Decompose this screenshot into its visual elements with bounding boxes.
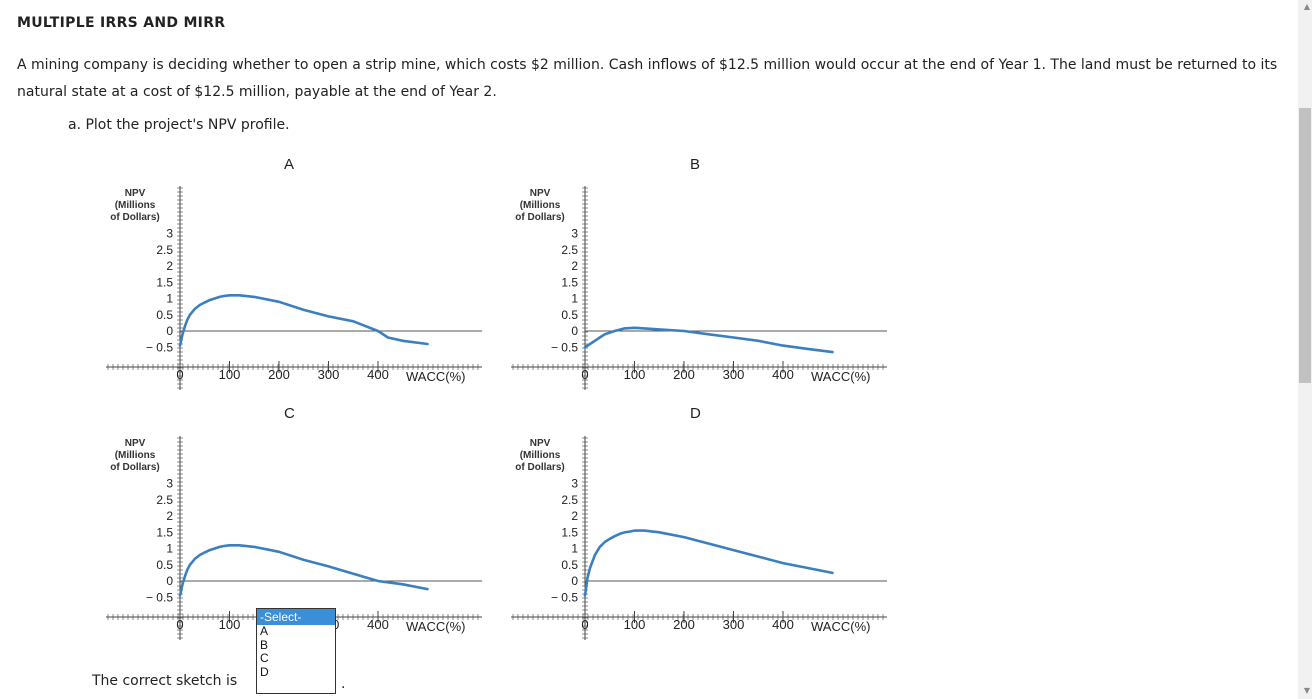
y-tick-label: − 0.5 [551, 590, 578, 604]
npv-curve [178, 294, 429, 347]
npv-chart-d[interactable]: NPV (Millions of Dollars)32.521.510.50− 0.… [505, 430, 905, 645]
part-a-prompt: a. Plot the project's NPV profile. [68, 117, 290, 133]
x-tick-label: 0 [176, 367, 183, 382]
x-tick-label: 400 [772, 367, 794, 382]
y-tick-label: 2.5 [156, 243, 173, 257]
y-tick-label: 1 [571, 542, 578, 556]
y-tick-label: 1.5 [561, 525, 578, 539]
y-tick-label: 1.5 [156, 525, 173, 539]
y-tick-label: 1.5 [156, 275, 173, 289]
y-tick-label: 0.5 [561, 308, 578, 322]
dropdown-option-b[interactable]: B [260, 637, 269, 652]
x-tick-label: 100 [624, 367, 646, 382]
y-tick-label: 0 [571, 324, 578, 338]
page-scrollbar[interactable]: ▲ ▼ [1298, 0, 1312, 699]
y-axis-label: NPV (Millions of Dollars) [110, 188, 159, 223]
y-tick-label: 1 [166, 292, 173, 306]
y-axis-label: NPV (Millions of Dollars) [110, 438, 159, 473]
x-tick-label: 400 [367, 367, 389, 382]
y-tick-label: 3 [571, 227, 578, 241]
x-tick-label: 400 [367, 617, 389, 632]
y-tick-label: 2 [571, 259, 578, 273]
x-tick-label: 100 [219, 617, 241, 632]
y-tick-label: 1 [166, 542, 173, 556]
y-tick-label: − 0.5 [551, 340, 578, 354]
panel-label-b: B [690, 156, 701, 173]
y-tick-label: 2 [571, 509, 578, 523]
x-tick-label: 200 [673, 367, 695, 382]
y-tick-label: 0 [571, 574, 578, 588]
sketch-select-dropdown[interactable]: -Select- A B C D [256, 608, 336, 694]
npv-curve [178, 544, 429, 597]
y-tick-label: 2.5 [561, 243, 578, 257]
x-tick-label: 300 [318, 367, 340, 382]
y-axis-label: NPV (Millions of Dollars) [515, 438, 564, 473]
y-tick-label: 0.5 [561, 558, 578, 572]
dropdown-option-a[interactable]: A [260, 624, 269, 638]
x-tick-label: 400 [772, 617, 794, 632]
y-tick-label: 3 [166, 477, 173, 491]
scroll-down-arrow-icon[interactable]: ▼ [1303, 686, 1310, 695]
x-tick-label: 100 [624, 617, 646, 632]
y-tick-label: 2.5 [156, 493, 173, 507]
npv-chart-b[interactable]: NPV (Millions of Dollars)32.521.510.50− 0.… [505, 180, 905, 395]
y-tick-label: 0.5 [156, 308, 173, 322]
x-tick-label: 300 [723, 367, 745, 382]
y-axis-label: NPV (Millions of Dollars) [515, 188, 564, 223]
y-tick-label: − 0.5 [146, 590, 173, 604]
answer-period: . [341, 676, 346, 692]
x-axis-label: WACC(%) [811, 619, 870, 634]
y-tick-label: 1.5 [561, 275, 578, 289]
y-tick-label: − 0.5 [146, 340, 173, 354]
scroll-up-arrow-icon[interactable]: ▲ [1303, 2, 1310, 11]
scrollbar-thumb[interactable] [1299, 108, 1311, 383]
dropdown-option-c[interactable]: C [260, 651, 269, 665]
x-tick-label: 300 [723, 617, 745, 632]
x-axis-label: WACC(%) [811, 369, 870, 384]
y-tick-label: 0.5 [156, 558, 173, 572]
x-axis-label: WACC(%) [406, 369, 465, 384]
panel-label-d: D [690, 405, 701, 422]
answer-prompt: The correct sketch is [92, 673, 238, 689]
x-tick-label: 100 [219, 367, 241, 382]
y-tick-label: 2 [166, 509, 173, 523]
npv-curve [583, 326, 834, 354]
y-tick-label: 0 [166, 574, 173, 588]
dropdown-option-select[interactable]: -Select- [257, 609, 335, 625]
y-tick-label: 2 [166, 259, 173, 273]
npv-chart-a[interactable]: NPV (Millions of Dollars)32.521.510.50− 0.… [100, 180, 500, 395]
x-tick-label: 0 [581, 617, 588, 632]
y-tick-label: 1 [571, 292, 578, 306]
x-axis-label: WACC(%) [406, 619, 465, 634]
dropdown-option-d[interactable]: D [260, 664, 269, 679]
x-tick-label: 0 [581, 367, 588, 382]
y-tick-label: 0 [166, 324, 173, 338]
panel-label-a: A [284, 156, 295, 173]
section-title: MULTIPLE IRRS AND MIRR [17, 15, 226, 31]
npv-curve [583, 529, 834, 597]
problem-statement: A mining company is deciding whether to … [17, 57, 1278, 100]
x-tick-label: 0 [176, 617, 183, 632]
panel-label-c: C [284, 405, 295, 422]
x-tick-label: 200 [673, 617, 695, 632]
y-tick-label: 2.5 [561, 493, 578, 507]
y-tick-label: 3 [166, 227, 173, 241]
x-tick-label: 200 [268, 367, 290, 382]
y-tick-label: 3 [571, 477, 578, 491]
